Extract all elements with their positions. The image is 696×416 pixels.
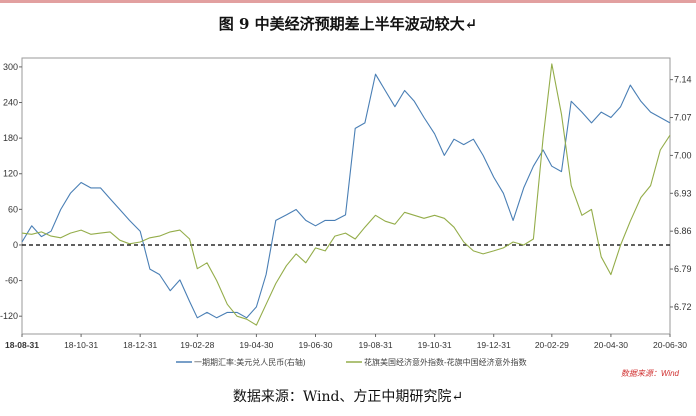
x-tick-label: 18-08-31 — [5, 340, 39, 350]
plot-border — [21, 57, 671, 335]
x-tick-label: 18-10-31 — [64, 340, 98, 350]
left-tick-label: 60 — [8, 204, 18, 214]
x-tick-label: 20-06-30 — [653, 340, 687, 350]
chart-area: 300 240 180 120 60 0 -60 -120 7.14 7.07 7.00 6.93 6… — [0, 44, 696, 384]
right-tick-label: 6.86 — [674, 226, 692, 236]
plot-frame — [21, 57, 671, 335]
top-rule — [0, 0, 696, 3]
surprise-diff-line — [21, 63, 671, 326]
right-tick-label: 7.14 — [674, 75, 692, 85]
x-tick-label: 19-04-30 — [239, 340, 273, 350]
left-tick-label: 0 — [13, 240, 18, 250]
left-tick-label: 300 — [3, 62, 18, 72]
left-tick-label: 240 — [3, 98, 18, 108]
watermark-text: 数据来源：Wind — [621, 369, 680, 378]
source-note: 数据来源：Wind、方正中期研究院↵ — [232, 389, 464, 405]
x-tick-label: 19-08-31 — [359, 340, 393, 350]
x-tick-label: 20-04-30 — [594, 340, 628, 350]
legend-label-surprise: 花旗美国经济意外指数-花旗中国经济意外指数 — [364, 357, 527, 367]
x-tick-label: 19-02-28 — [180, 340, 214, 350]
x-tick-label: 19-12-31 — [477, 340, 511, 350]
left-tick-label: -120 — [0, 311, 18, 321]
series-lines — [21, 63, 671, 326]
x-axis: 18-08-31 18-10-31 18-12-31 19-02-28 19-04-30… — [5, 334, 687, 350]
legend-label-fx: 一期期汇率:美元兑人民币(右轴) — [194, 357, 306, 367]
left-tick-label: 180 — [3, 133, 18, 143]
right-axis: 7.14 7.07 7.00 6.93 6.86 6.79 6.72 — [670, 75, 692, 312]
right-tick-label: 6.93 — [674, 188, 692, 198]
legend: 一期期汇率:美元兑人民币(右轴) 花旗美国经济意外指数-花旗中国经济意外指数 — [176, 357, 527, 367]
fx-rate-line — [21, 73, 671, 319]
right-tick-label: 7.07 — [674, 113, 692, 123]
x-tick-label: 20-02-29 — [535, 340, 569, 350]
right-tick-label: 7.00 — [674, 150, 692, 160]
left-tick-label: -60 — [5, 276, 18, 286]
line-chart: 300 240 180 120 60 0 -60 -120 7.14 7.07 7.00 6.93 6… — [0, 57, 692, 378]
x-tick-label: 19-06-30 — [298, 340, 332, 350]
x-tick-label: 18-12-31 — [123, 340, 157, 350]
right-tick-label: 6.72 — [674, 302, 692, 312]
left-axis: 300 240 180 120 60 0 -60 -120 — [0, 62, 22, 321]
left-tick-label: 120 — [3, 169, 18, 179]
x-tick-label: 19-10-31 — [418, 340, 452, 350]
right-tick-label: 6.79 — [674, 264, 692, 274]
figure-title: 图 9 中美经济预期差上半年波动较大↵ — [218, 15, 478, 33]
